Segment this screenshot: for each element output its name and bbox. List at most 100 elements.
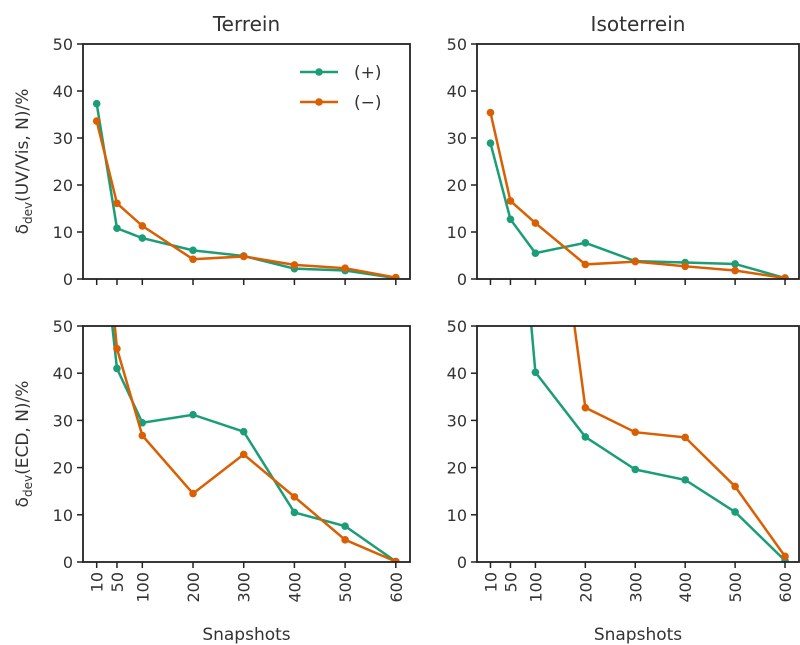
y-tick-label: 10 bbox=[53, 223, 73, 242]
data-point bbox=[92, 117, 101, 125]
data-point bbox=[731, 260, 739, 268]
axes-frame bbox=[476, 325, 800, 563]
y-tick-label: 20 bbox=[447, 459, 467, 478]
y-label-subscript: dev bbox=[21, 202, 35, 224]
x-tick-label: 400 bbox=[676, 572, 695, 603]
data-point bbox=[531, 219, 540, 227]
plot-area bbox=[111, 326, 400, 562]
data-point bbox=[486, 139, 495, 147]
x-tick-label: 500 bbox=[336, 572, 355, 603]
data-point bbox=[581, 433, 590, 441]
y-tick-label: 0 bbox=[63, 553, 73, 572]
y-tick-label: 20 bbox=[53, 176, 73, 195]
data-point bbox=[532, 30, 540, 38]
data-point bbox=[781, 552, 789, 561]
axes-frame bbox=[476, 43, 800, 280]
y-label-subscript: dev bbox=[21, 475, 35, 497]
y-tick-label: 50 bbox=[447, 35, 467, 54]
data-point bbox=[531, 249, 540, 257]
legend-label: (+) bbox=[354, 63, 382, 83]
axes-frame bbox=[82, 43, 411, 280]
x-tick-label: 100 bbox=[526, 572, 545, 603]
series-line bbox=[489, 142, 786, 279]
plot-area bbox=[92, 99, 400, 279]
data-point bbox=[290, 508, 299, 517]
y-tick-label: 20 bbox=[447, 176, 467, 195]
series-line bbox=[95, 120, 397, 279]
x-tick-label: 300 bbox=[626, 572, 645, 603]
data-point bbox=[531, 368, 540, 377]
y-tick-label: 50 bbox=[53, 35, 73, 54]
data-point bbox=[507, 86, 515, 94]
y-tick-label: 50 bbox=[53, 317, 73, 336]
axes-frame bbox=[82, 325, 411, 563]
y-label-symbol: δ bbox=[13, 224, 33, 234]
data-point bbox=[681, 262, 689, 271]
data-point bbox=[731, 508, 739, 516]
y-tick-label: 0 bbox=[63, 270, 73, 289]
y-tick-label: 50 bbox=[447, 317, 467, 336]
y-tick-label: 40 bbox=[447, 82, 467, 101]
x-tick-label: 50 bbox=[501, 572, 520, 592]
y-label-rest: (ECD, N)/% bbox=[13, 381, 33, 475]
data-point bbox=[631, 465, 640, 474]
x-tick-label: 50 bbox=[108, 572, 127, 592]
data-point bbox=[341, 522, 349, 530]
series-line bbox=[113, 326, 397, 562]
x-tick-label: 400 bbox=[285, 572, 304, 603]
data-point bbox=[239, 252, 248, 261]
data-point bbox=[781, 274, 789, 279]
plot-area bbox=[486, 108, 789, 279]
y-tick-label: 30 bbox=[53, 129, 73, 148]
data-point bbox=[239, 450, 248, 459]
x-tick-label: 600 bbox=[387, 572, 406, 603]
data-point bbox=[731, 482, 739, 491]
data-point bbox=[138, 431, 147, 440]
y-tick-label: 10 bbox=[447, 223, 467, 242]
x-axis-label: Snapshots bbox=[202, 625, 290, 645]
data-point bbox=[506, 215, 515, 224]
y-tick-label: 40 bbox=[53, 82, 73, 101]
panel: Isoterrein 0 10 20 30 40 50 bbox=[447, 12, 800, 289]
series-line bbox=[111, 326, 397, 562]
x-tick-label: 10 bbox=[481, 572, 500, 592]
y-axis-label: δdev(UV/Vis, N)/% bbox=[13, 89, 35, 235]
data-point bbox=[113, 344, 121, 353]
data-point bbox=[581, 239, 590, 247]
panel-title: Isoterrein bbox=[591, 12, 686, 36]
data-point bbox=[138, 222, 147, 230]
data-point bbox=[290, 493, 299, 501]
data-point bbox=[581, 403, 590, 412]
data-point bbox=[189, 489, 197, 498]
data-point bbox=[113, 199, 121, 208]
series-line bbox=[573, 326, 787, 558]
data-point bbox=[92, 99, 101, 108]
data-point bbox=[486, 108, 495, 117]
data-point bbox=[392, 273, 400, 279]
y-axis-label: δdev(ECD, N)/% bbox=[13, 381, 35, 508]
x-tick-label: 200 bbox=[184, 572, 203, 603]
data-point bbox=[681, 433, 689, 442]
y-tick-label: 30 bbox=[447, 129, 467, 148]
data-point bbox=[239, 427, 248, 436]
data-point bbox=[681, 476, 689, 484]
data-point bbox=[113, 224, 121, 233]
y-tick-label: 40 bbox=[447, 364, 467, 383]
y-tick-label: 30 bbox=[53, 411, 73, 430]
y-label-rest: (UV/Vis, N)/% bbox=[13, 89, 33, 202]
data-point bbox=[631, 428, 640, 437]
data-point bbox=[189, 255, 197, 264]
y-tick-label: 0 bbox=[457, 553, 467, 572]
data-point bbox=[506, 197, 515, 205]
x-tick-label: 600 bbox=[776, 572, 795, 603]
x-axis-label: Snapshots bbox=[594, 625, 682, 645]
plot-area bbox=[507, 30, 789, 562]
y-tick-label: 40 bbox=[53, 364, 73, 383]
y-tick-label: 0 bbox=[457, 270, 467, 289]
y-tick-label: 10 bbox=[447, 506, 467, 525]
data-point bbox=[290, 261, 299, 269]
panel: Terrein 0 10 20 30 40 50 δdev(UV/Vis, N)/% (+) (−… bbox=[13, 12, 411, 289]
y-label-symbol: δ bbox=[13, 497, 33, 507]
panel-title: Terrein bbox=[212, 12, 280, 36]
